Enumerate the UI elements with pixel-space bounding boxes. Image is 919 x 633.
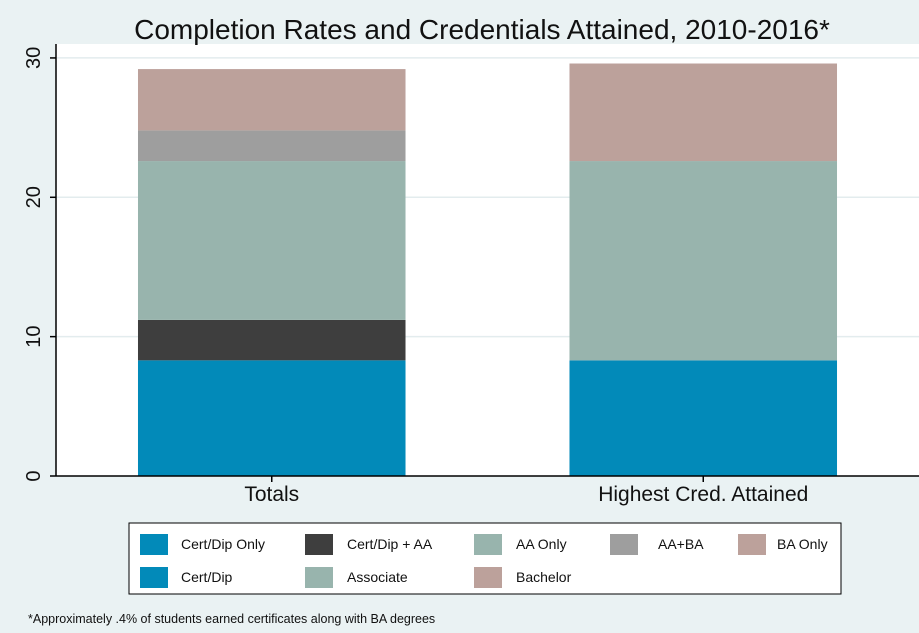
bar-segment: [137, 69, 406, 131]
bar-segment: [137, 319, 406, 361]
legend-swatch: [305, 534, 333, 555]
legend-swatch: [305, 567, 333, 588]
y-ticks: 0 10 20 30: [23, 47, 56, 482]
bar-segment: [569, 360, 838, 476]
legend-label: Bachelor: [516, 569, 572, 585]
chart-title: Completion Rates and Credentials Attaine…: [134, 14, 830, 45]
bar-segment: [137, 360, 406, 476]
bar-segment: [569, 161, 838, 361]
legend-label: Cert/Dip Only: [181, 536, 265, 552]
y-tick-label: 20: [23, 186, 45, 208]
legend-swatch: [610, 534, 638, 555]
x-category-labels: Totals Highest Cred. Attained: [244, 476, 808, 506]
y-tick-label: 30: [23, 47, 45, 69]
legend-label: Cert/Dip: [181, 569, 233, 585]
legend-label: Associate: [347, 569, 408, 585]
legend-swatch: [140, 534, 168, 555]
legend: Cert/Dip Only Cert/Dip + AA AA Only AA+BA BA…: [140, 534, 828, 588]
legend-label: BA Only: [777, 536, 828, 552]
bar-segment: [569, 63, 838, 162]
bar-segment: [137, 130, 406, 162]
legend-label: AA Only: [516, 536, 567, 552]
legend-swatch: [738, 534, 766, 555]
legend-swatch: [474, 567, 502, 588]
x-category-label: Highest Cred. Attained: [598, 483, 808, 506]
y-tick-label: 10: [23, 326, 45, 348]
bar-segment: [137, 161, 406, 320]
x-category-label: Totals: [244, 483, 299, 506]
y-tick-label: 0: [23, 470, 45, 481]
footnote: *Approximately .4% of students earned ce…: [28, 612, 435, 626]
legend-label: Cert/Dip + AA: [347, 536, 433, 552]
bars: [137, 63, 838, 476]
legend-label: AA+BA: [658, 536, 704, 552]
legend-swatch: [474, 534, 502, 555]
legend-swatch: [140, 567, 168, 588]
